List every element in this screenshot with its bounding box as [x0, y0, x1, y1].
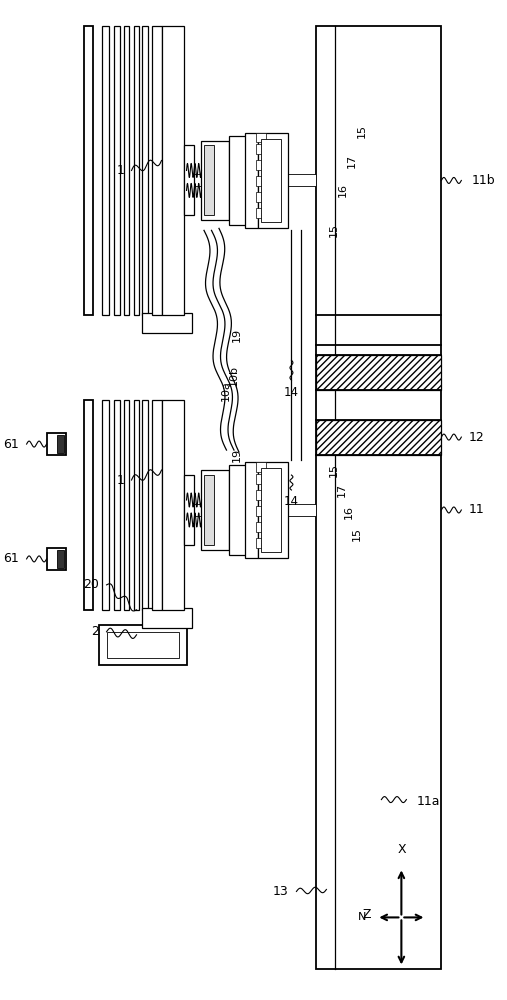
Bar: [316, 355, 442, 390]
Bar: [84, 400, 93, 610]
Bar: [124, 26, 129, 315]
Bar: [141, 313, 192, 333]
Text: 1: 1: [116, 164, 124, 177]
Text: 10b: 10b: [229, 365, 239, 386]
Bar: [257, 490, 267, 500]
Bar: [99, 625, 187, 665]
Text: 2: 2: [91, 625, 99, 638]
Bar: [134, 400, 139, 610]
Bar: [245, 462, 258, 558]
Text: 16: 16: [344, 505, 354, 519]
Bar: [257, 144, 267, 154]
Text: 11b: 11b: [472, 174, 495, 187]
Bar: [257, 160, 267, 170]
Text: 11a: 11a: [416, 795, 440, 808]
Bar: [201, 141, 229, 220]
Text: 14: 14: [284, 495, 299, 508]
Bar: [316, 26, 442, 969]
Bar: [114, 26, 120, 315]
Bar: [262, 139, 281, 222]
Text: 15: 15: [329, 223, 339, 237]
Bar: [229, 465, 246, 555]
Bar: [124, 400, 129, 610]
Bar: [101, 26, 109, 315]
Bar: [204, 475, 214, 545]
Text: 15: 15: [356, 124, 367, 138]
Text: 19: 19: [232, 328, 241, 342]
Bar: [101, 400, 109, 610]
Bar: [257, 474, 267, 484]
Bar: [141, 26, 148, 315]
Bar: [245, 133, 258, 228]
Bar: [141, 400, 148, 610]
Bar: [257, 133, 267, 142]
Bar: [201, 470, 229, 550]
Bar: [162, 26, 184, 315]
Bar: [184, 475, 194, 545]
Bar: [134, 26, 139, 315]
Text: 10a: 10a: [221, 380, 231, 401]
Text: X: X: [398, 843, 407, 856]
Text: 15: 15: [329, 463, 339, 477]
Text: 15: 15: [351, 527, 361, 541]
Bar: [47, 548, 65, 570]
Text: 17: 17: [337, 483, 346, 497]
Bar: [184, 145, 194, 215]
Bar: [262, 468, 281, 552]
Bar: [152, 400, 162, 610]
Text: 13: 13: [272, 885, 288, 898]
Text: 17: 17: [346, 153, 356, 168]
Bar: [257, 538, 267, 548]
Bar: [162, 400, 184, 610]
Bar: [84, 26, 93, 315]
Text: N: N: [358, 912, 367, 922]
Bar: [152, 26, 162, 315]
Bar: [257, 522, 267, 532]
Text: 20: 20: [83, 578, 99, 591]
Bar: [184, 174, 316, 186]
Bar: [257, 462, 267, 472]
Text: 16: 16: [338, 183, 348, 197]
Bar: [257, 506, 267, 516]
Bar: [316, 420, 442, 455]
Bar: [257, 176, 267, 186]
Text: 1: 1: [116, 474, 124, 487]
Bar: [258, 462, 288, 558]
Text: 12: 12: [469, 431, 485, 444]
Text: 11: 11: [469, 503, 485, 516]
Bar: [57, 550, 64, 568]
Bar: [57, 435, 64, 453]
Bar: [184, 504, 316, 516]
Text: 61: 61: [4, 552, 19, 565]
Bar: [114, 400, 120, 610]
Bar: [257, 192, 267, 202]
Bar: [106, 632, 179, 658]
Bar: [257, 208, 267, 218]
Bar: [204, 145, 214, 215]
Bar: [141, 608, 192, 628]
Bar: [229, 136, 246, 225]
Bar: [258, 133, 288, 228]
Text: 19: 19: [232, 448, 241, 462]
Bar: [47, 433, 65, 455]
Text: 14: 14: [284, 386, 299, 399]
Text: 61: 61: [4, 438, 19, 451]
Text: Z: Z: [362, 908, 371, 921]
